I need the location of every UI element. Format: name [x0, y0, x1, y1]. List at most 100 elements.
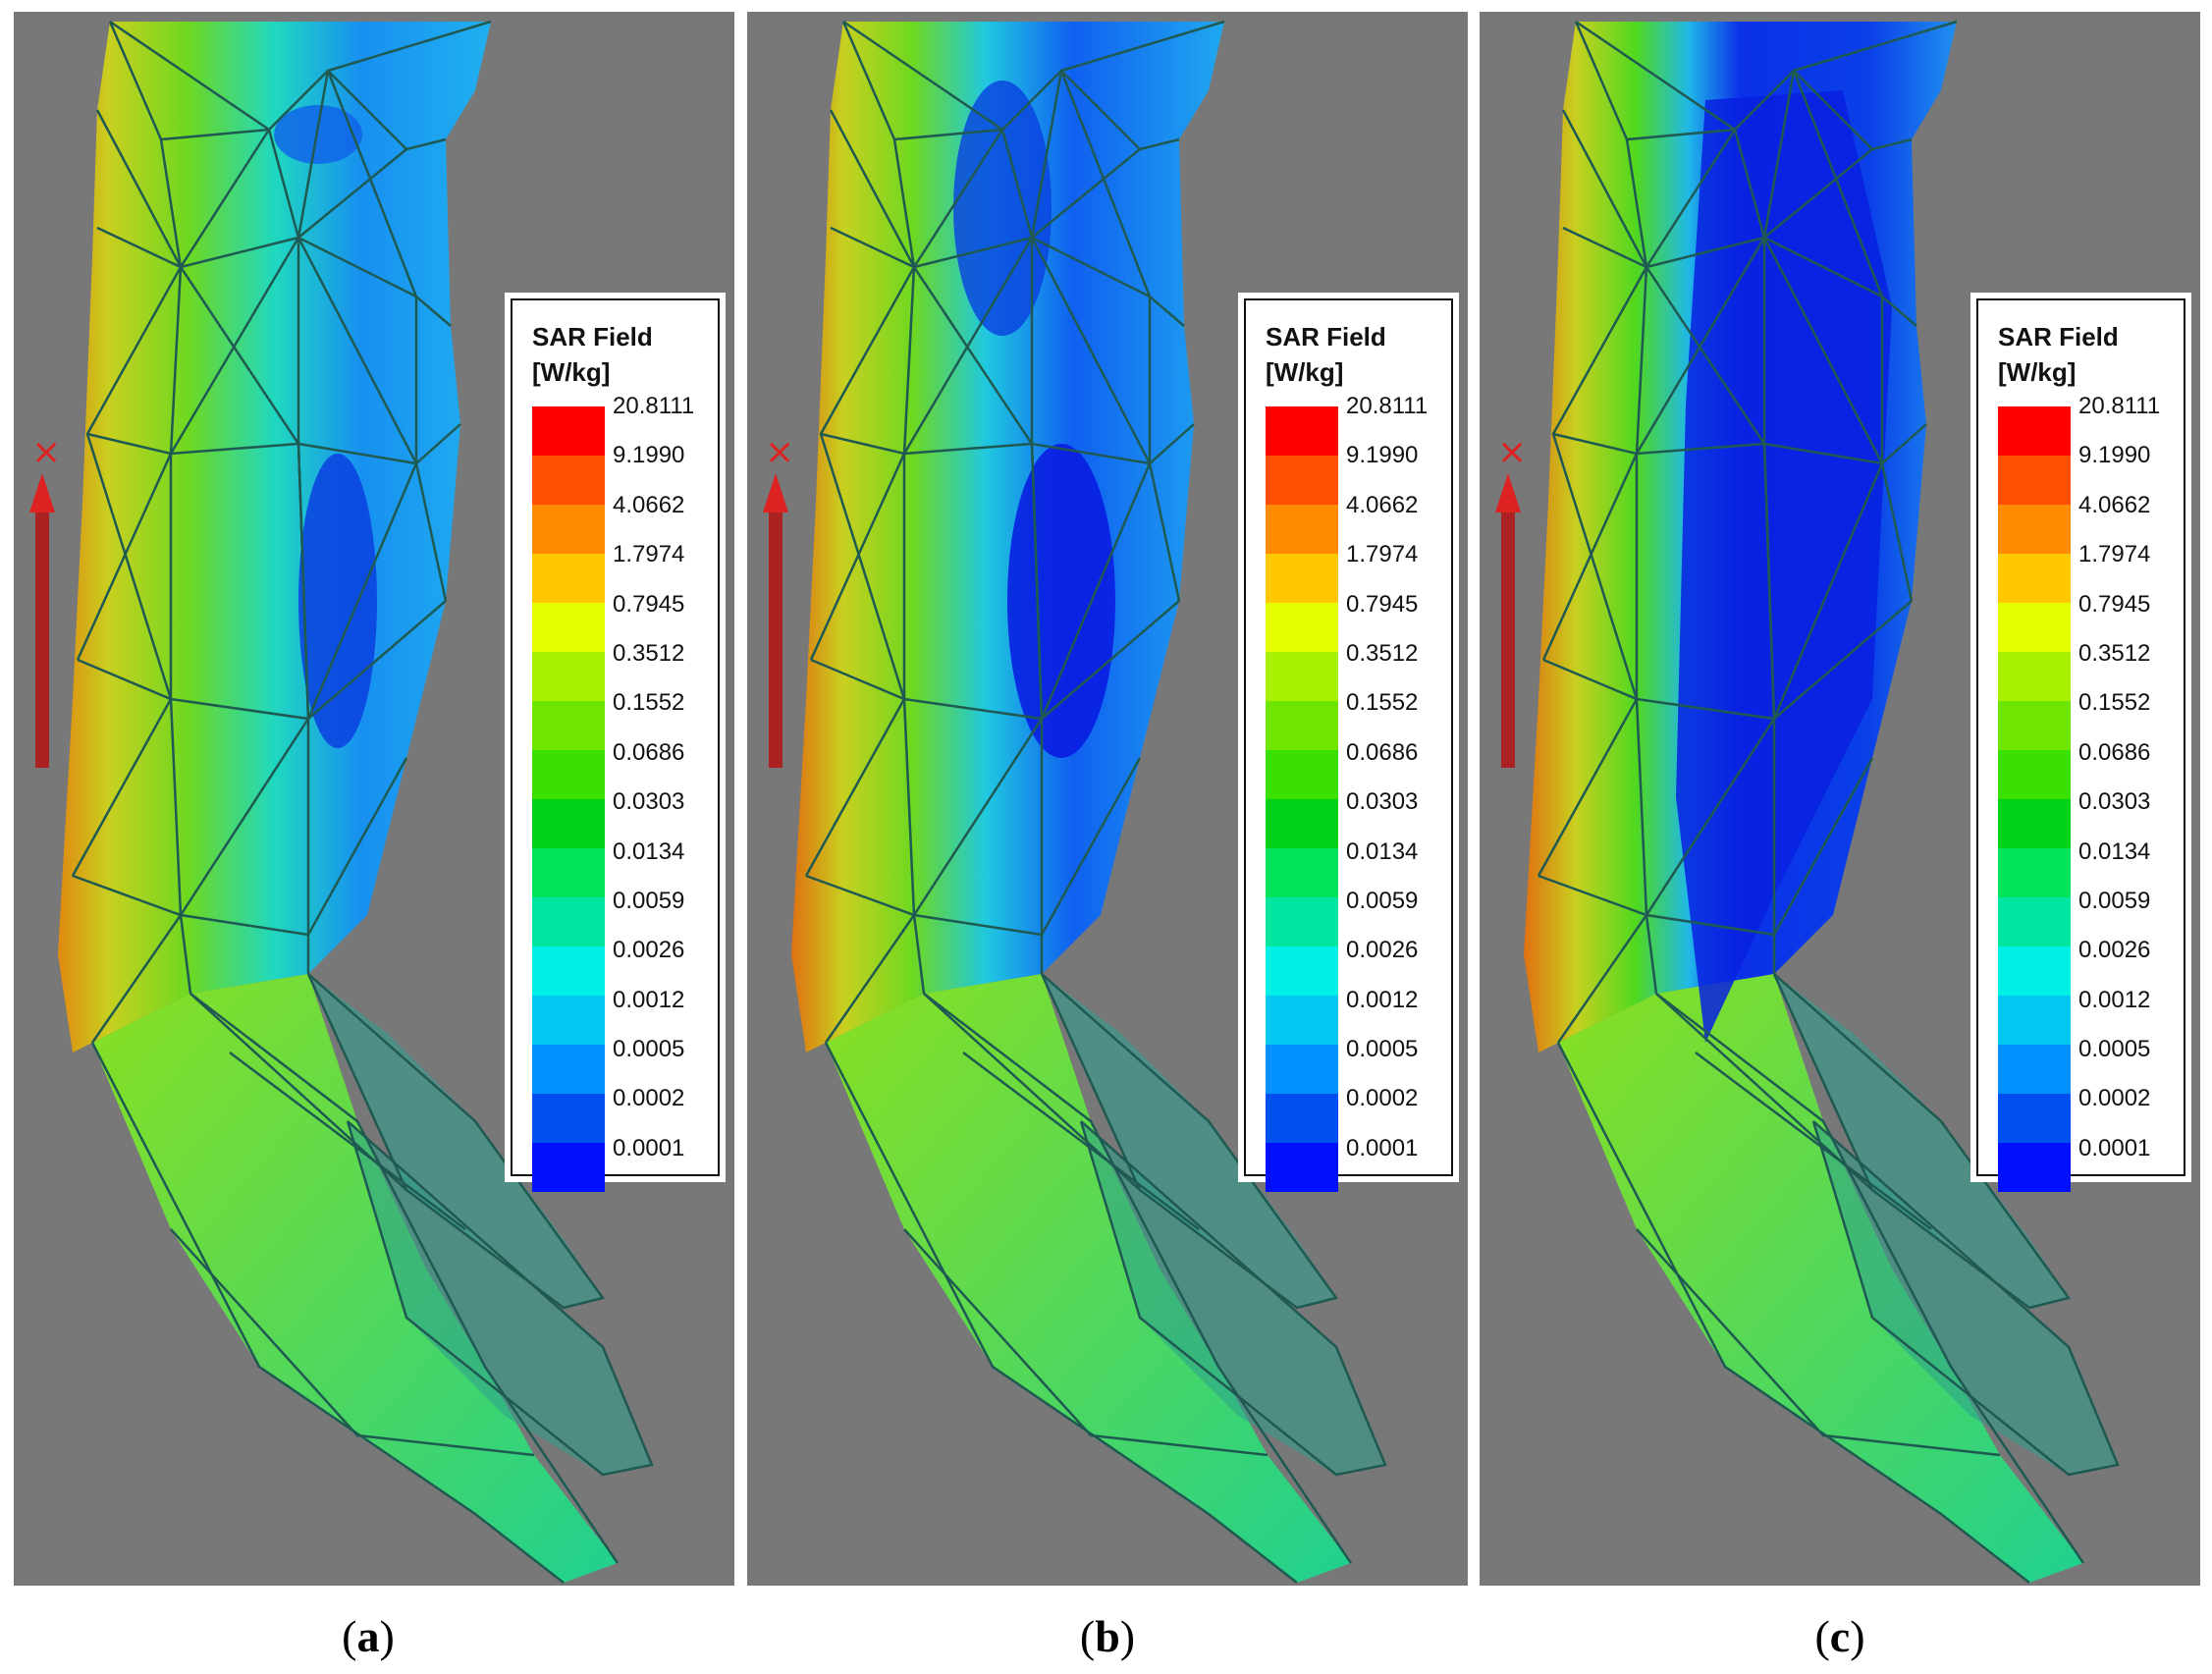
- legend-swatch: [1266, 946, 1338, 996]
- legend-swatch: [1998, 1045, 2071, 1094]
- legend-value: 0.0303: [613, 788, 685, 816]
- svg-text:×: ×: [765, 432, 794, 472]
- axis-gizmo: ×: [1495, 432, 1527, 768]
- sar-panel-b: × SAR Field [W/kg] 20.8111 9.1990 4.0662 1.…: [747, 12, 1468, 1586]
- legend-value: 0.0002: [613, 1085, 685, 1112]
- sar-panel-c: × SAR Field [W/kg] 20.8111 9.1990 4.0662 1.…: [1480, 12, 2200, 1586]
- scale-values: 20.8111 9.1990 4.0662 1.7974 0.7945 0.3512 0.1…: [1346, 393, 1429, 1186]
- caption-c: (c): [1781, 1610, 1899, 1662]
- axis-gizmo: ×: [29, 432, 61, 768]
- legend-swatch: [532, 652, 605, 701]
- legend-value: 1.7974: [613, 541, 685, 568]
- legend-swatch: [1266, 1045, 1338, 1094]
- legend-swatch: [1266, 701, 1338, 750]
- legend-value: 9.1990: [613, 442, 685, 469]
- caption-open: (: [1079, 1611, 1096, 1661]
- sar-legend-c: SAR Field [W/kg] 20.8111 9.1990 4.0662 1.79…: [1970, 293, 2191, 1192]
- legend-value: 20.8111: [2078, 393, 2161, 419]
- legend-value: 0.0686: [2078, 738, 2151, 766]
- legend-swatch: [1998, 897, 2071, 946]
- caption-letter: a: [356, 1611, 380, 1661]
- legend-value: 0.0686: [613, 738, 685, 766]
- caption-a: (a): [309, 1610, 427, 1662]
- hand-mesh-render-b: ×: [763, 20, 1387, 1584]
- legend-swatch: [1998, 750, 2071, 799]
- legend-value: 20.8111: [613, 393, 695, 419]
- legend-value: 0.3512: [2078, 639, 2151, 667]
- legend-value: 0.0026: [1346, 937, 1419, 964]
- legend-value: 0.0059: [1346, 887, 1419, 914]
- legend-value: 0.0002: [2078, 1085, 2151, 1112]
- legend-swatch: [1266, 799, 1338, 848]
- legend-swatch: [1998, 406, 2071, 456]
- legend-value: 0.0134: [613, 837, 685, 865]
- legend-value: 0.1552: [2078, 689, 2151, 717]
- legend-swatch: [1266, 652, 1338, 701]
- legend-swatch: [532, 701, 605, 750]
- sar-legend-a: SAR Field [W/kg] 20.8111 9.1990 4.0662 1.79…: [505, 293, 726, 1192]
- caption-b: (b): [1049, 1610, 1166, 1662]
- legend-value: 0.0001: [1346, 1134, 1419, 1161]
- caption-open: (: [1814, 1611, 1830, 1661]
- caption-close: ): [1119, 1611, 1136, 1661]
- legend-swatch: [532, 996, 605, 1045]
- legend-swatch: [1998, 1094, 2071, 1143]
- legend-swatch: [532, 603, 605, 652]
- legend-swatch: [1266, 996, 1338, 1045]
- color-scale: [532, 406, 605, 1192]
- legend-swatch: [1266, 1094, 1338, 1143]
- legend-swatch: [532, 750, 605, 799]
- legend-value: 0.0012: [1346, 986, 1419, 1013]
- legend-swatch: [532, 456, 605, 505]
- legend-value: 0.0134: [2078, 837, 2151, 865]
- caption-letter: c: [1829, 1611, 1851, 1661]
- legend-value: 0.0001: [2078, 1134, 2151, 1161]
- legend-value: 0.0012: [613, 986, 685, 1013]
- color-scale: [1266, 406, 1338, 1192]
- legend-value: 0.0686: [1346, 738, 1419, 766]
- legend-swatch: [532, 406, 605, 456]
- legend-value: 0.0001: [613, 1134, 685, 1161]
- axis-gizmo: ×: [763, 432, 794, 768]
- legend-swatch: [1998, 456, 2071, 505]
- legend-value: 9.1990: [2078, 442, 2151, 469]
- legend-swatch: [1998, 996, 2071, 1045]
- legend-value: 0.0005: [613, 1036, 685, 1063]
- legend-value: 0.0026: [613, 937, 685, 964]
- legend-value: 0.3512: [613, 639, 685, 667]
- legend-value: 0.0059: [613, 887, 685, 914]
- legend-swatch: [532, 1094, 605, 1143]
- legend-swatch: [1266, 554, 1338, 603]
- caption-close: ): [1850, 1611, 1865, 1661]
- legend-value: 0.1552: [613, 689, 685, 717]
- legend-value: 20.8111: [1346, 393, 1429, 419]
- legend-value: 0.7945: [613, 590, 685, 618]
- legend-value: 0.0303: [1346, 788, 1419, 816]
- legend-value: 0.0134: [1346, 837, 1419, 865]
- legend-swatch: [1998, 799, 2071, 848]
- legend-swatch: [532, 897, 605, 946]
- sar-legend-b: SAR Field [W/kg] 20.8111 9.1990 4.0662 1.79…: [1238, 293, 1459, 1192]
- legend-swatch: [532, 946, 605, 996]
- caption-letter: b: [1095, 1611, 1120, 1661]
- legend-value: 0.1552: [1346, 689, 1419, 717]
- legend-swatch: [1266, 897, 1338, 946]
- legend-swatch: [1266, 750, 1338, 799]
- legend-title: SAR Field: [1266, 322, 1386, 351]
- legend-value: 0.0012: [2078, 986, 2151, 1013]
- legend-swatch: [1266, 456, 1338, 505]
- caption-close: ): [379, 1611, 395, 1661]
- legend-value: 0.0059: [2078, 887, 2151, 914]
- legend-title: SAR Field: [1998, 322, 2119, 351]
- legend-swatch: [1998, 1143, 2071, 1192]
- legend-value: 0.3512: [1346, 639, 1419, 667]
- legend-swatch: [1266, 1143, 1338, 1192]
- legend-value: 0.0026: [2078, 937, 2151, 964]
- legend-swatch: [1998, 701, 2071, 750]
- legend-unit: [W/kg]: [1266, 357, 1344, 387]
- legend-swatch: [1266, 406, 1338, 456]
- legend-swatch: [532, 848, 605, 897]
- legend-unit: [W/kg]: [532, 357, 611, 387]
- hand-mesh-render-c: ×: [1495, 20, 2120, 1584]
- scale-values: 20.8111 9.1990 4.0662 1.7974 0.7945 0.3512 0.1…: [2078, 393, 2161, 1186]
